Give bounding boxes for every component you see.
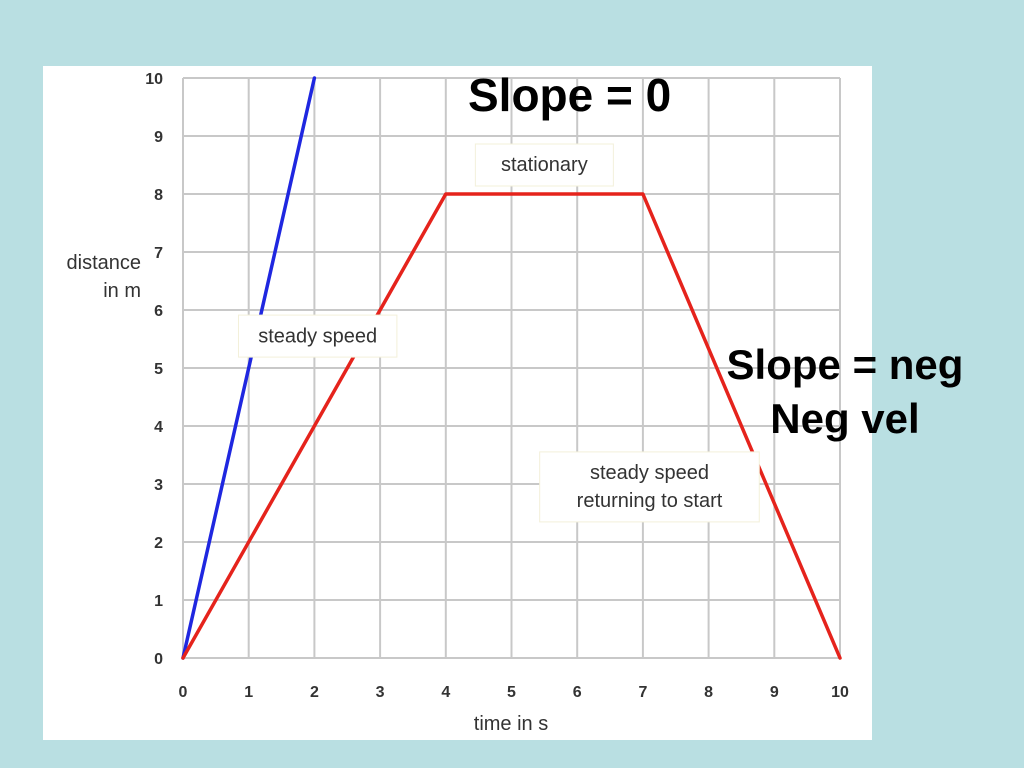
grid [182, 77, 841, 659]
annotation-text: stationary [501, 154, 588, 176]
negative-slope-label: Slope = neg Neg vel [700, 338, 990, 446]
x-tick-label: 2 [310, 684, 319, 701]
annotation-text: returning to start [577, 490, 723, 512]
annotation-background [539, 451, 760, 523]
x-tick-label: 9 [770, 684, 779, 701]
x-tick-label: 10 [831, 684, 849, 701]
annotation-text: steady speed [590, 462, 709, 484]
negative-slope-line1: Slope = neg [726, 341, 964, 388]
x-tick-label: 6 [573, 684, 582, 701]
annotation-background [237, 314, 398, 358]
y-tick-label: 6 [154, 303, 163, 320]
y-axis-label-line1: distance [67, 252, 142, 274]
x-tick-label: 5 [507, 684, 516, 701]
annotation-box: stationary [474, 143, 614, 187]
y-tick-label: 8 [154, 187, 163, 204]
x-tick-label: 1 [244, 684, 253, 701]
y-tick-label: 3 [154, 477, 163, 494]
annotations: stationary steady speed steady speed return… [237, 143, 760, 523]
slope-zero-label: Slope = 0 [468, 69, 672, 121]
y-tick-label: 9 [154, 129, 163, 146]
y-axis-label-line2: in m [103, 280, 141, 302]
y-tick-label: 10 [145, 71, 163, 88]
negative-velocity-line2: Neg vel [770, 395, 920, 442]
blue-series-line [181, 76, 317, 660]
annotation-box: steady speed [237, 314, 398, 358]
y-tick-label: 2 [154, 535, 163, 552]
axis-labels: time in s distance in m [67, 252, 549, 735]
y-tick-label: 5 [154, 361, 163, 378]
red-series-line [181, 192, 842, 660]
x-tick-label: 4 [441, 684, 450, 701]
x-tick-label: 3 [376, 684, 385, 701]
y-tick-label: 7 [154, 245, 163, 262]
x-axis-label: time in s [474, 713, 548, 735]
y-tick-label: 4 [154, 419, 163, 436]
annotation-text: steady speed [258, 325, 377, 347]
annotation-box: steady speed returning to start [539, 451, 760, 523]
chart-panel [43, 66, 872, 740]
y-tick-label: 1 [154, 593, 163, 610]
annotation-background [474, 143, 614, 187]
x-tick-label: 0 [179, 684, 188, 701]
tick-labels: 0 1 2 3 4 5 6 7 8 9 10 0 1 2 3 4 5 6 7 8 9 10 [145, 71, 849, 701]
x-tick-label: 8 [704, 684, 713, 701]
y-tick-label: 0 [154, 651, 163, 668]
x-tick-label: 7 [638, 684, 647, 701]
series-group [181, 76, 842, 660]
